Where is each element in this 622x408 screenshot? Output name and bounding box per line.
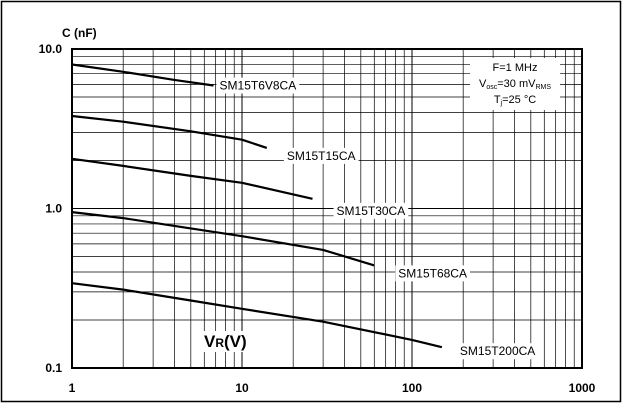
- x-tick-labels: 1 10 100 1000: [69, 381, 596, 395]
- series-label-background: [283, 147, 359, 164]
- series-line: [71, 157, 313, 200]
- x-tick-label: 1000: [569, 381, 596, 395]
- y-tick-label: 10.0: [39, 42, 63, 56]
- series-label-background: [333, 202, 409, 219]
- x-tick-label: 100: [402, 381, 422, 395]
- series-label: SM15T6V8CA: [220, 79, 297, 93]
- series-label-background: [216, 77, 300, 94]
- x-axis-label: VR(V): [204, 332, 247, 351]
- series-lines: [71, 63, 443, 349]
- y-tick-label: 1.0: [45, 202, 62, 216]
- series-line: [71, 282, 443, 349]
- condition-frequency: F=1 MHz: [493, 62, 538, 74]
- series-label: SM15T15CA: [287, 149, 356, 163]
- series-label: SM15T68CA: [398, 266, 467, 280]
- plot-area: [71, 48, 583, 369]
- x-axis-label-background: [200, 331, 251, 352]
- series-label-background: [395, 265, 470, 282]
- condition-vosc: Vosc=30 mVRMS: [479, 78, 551, 91]
- series-line: [71, 114, 268, 149]
- series-label-background: [456, 343, 539, 360]
- x-tick-label: 1: [69, 381, 76, 395]
- condition-tj: Tj=25 °C: [494, 94, 536, 107]
- y-tick-label: 0.1: [45, 361, 62, 375]
- y-axis-label: C (nF): [62, 26, 97, 40]
- conditions-box: [470, 58, 560, 110]
- series-labels: SM15T6V8CA SM15T15CA SM15T30CA SM15T68CA SM1…: [216, 77, 539, 360]
- series-line: [71, 211, 375, 267]
- x-tick-label: 10: [235, 381, 249, 395]
- series-label: SM15T30CA: [337, 204, 406, 218]
- series-line: [71, 63, 214, 87]
- series-label: SM15T200CA: [460, 344, 535, 358]
- y-tick-labels: 10.0 1.0 0.1: [39, 42, 63, 375]
